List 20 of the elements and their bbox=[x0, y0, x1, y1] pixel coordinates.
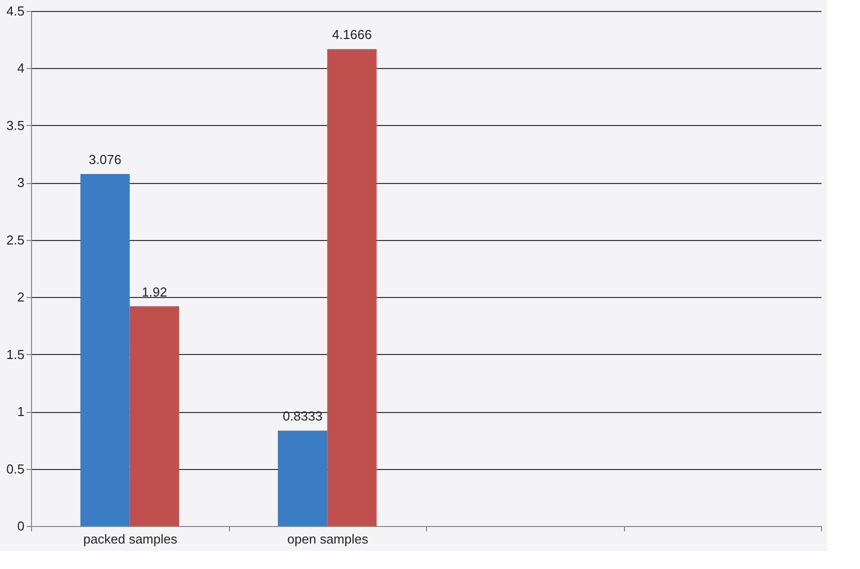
y-tick-label: 1.5 bbox=[6, 346, 24, 362]
data-label: 0.8333 bbox=[282, 408, 322, 424]
y-tick-label: 4.5 bbox=[6, 4, 24, 18]
y-tick-label: 2.5 bbox=[6, 232, 24, 248]
x-tick-label: open samples bbox=[287, 532, 369, 546]
bar bbox=[130, 306, 180, 526]
bar bbox=[327, 49, 377, 526]
y-tick-label: 3 bbox=[17, 175, 24, 190]
bar bbox=[278, 430, 328, 526]
y-tick-label: 3.5 bbox=[6, 118, 24, 133]
y-tick-label: 0.5 bbox=[6, 461, 24, 476]
y-tick-label: 4 bbox=[17, 60, 24, 76]
data-label: 4.1666 bbox=[332, 27, 372, 42]
y-tick-label: 0 bbox=[17, 518, 24, 534]
x-tick-label: packed samples bbox=[83, 532, 178, 546]
data-label: 3.076 bbox=[88, 152, 122, 167]
bar bbox=[80, 174, 130, 526]
data-label: 1.92 bbox=[142, 284, 168, 300]
y-tick-label: 1 bbox=[17, 404, 24, 420]
y-tick-label: 2 bbox=[17, 290, 24, 305]
